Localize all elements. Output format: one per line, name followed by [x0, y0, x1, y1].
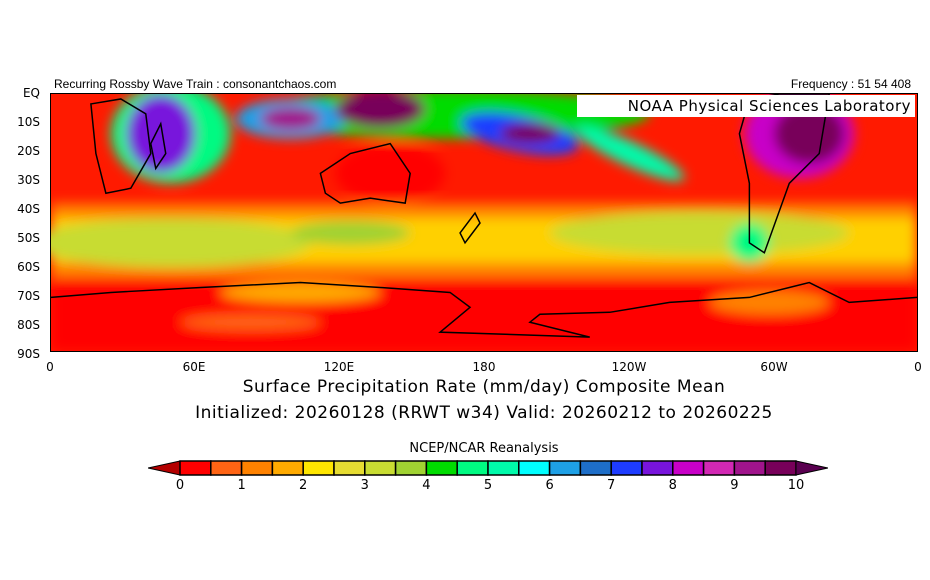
lon-label: 120W [611, 360, 647, 374]
colorbar-swatch [394, 460, 428, 476]
colorbar-over-triangle [795, 460, 828, 476]
colorbar-swatch [518, 460, 551, 476]
coastline-south-america [738, 94, 830, 254]
map-subtitle: Initialized: 20260128 (RRWT w34) Valid: … [195, 403, 773, 423]
colorbar-swatch [733, 460, 766, 476]
colorbar-label: 9 [730, 478, 739, 493]
colorbar-swatch [302, 460, 335, 476]
lat-label: 10S [17, 115, 40, 129]
colorbar-label: 7 [607, 478, 616, 493]
colorbar-swatch [641, 460, 674, 476]
colorbar-swatch [179, 460, 212, 476]
header-left: Recurring Rossby Wave Train : consonantc… [54, 77, 337, 91]
colorbar-swatch [333, 460, 366, 476]
lat-label: 30S [17, 173, 40, 187]
colorbar-label: 5 [483, 478, 493, 493]
colorbar-swatch [487, 460, 520, 476]
lat-label: 70S [17, 289, 40, 303]
coastline-antarctica [51, 281, 917, 338]
precipitation-map [50, 93, 918, 352]
colorbar-label: 6 [545, 478, 554, 493]
colorbar-swatch [579, 460, 612, 476]
colorbar-label: 0 [175, 478, 185, 493]
lon-label: 120E [323, 360, 355, 374]
lon-label: 0 [46, 360, 54, 374]
lon-label: 0 [914, 360, 922, 374]
lat-label: 20S [17, 144, 40, 158]
colorbar-swatch [672, 460, 705, 476]
coastline-madagascar [149, 121, 167, 171]
colorbar-label: 2 [299, 478, 308, 493]
colorbar-label: 4 [422, 478, 431, 493]
colorbar-swatch [425, 460, 458, 476]
colorbar-swatch [702, 460, 736, 476]
colorbar-swatch [364, 460, 397, 476]
colorbar-swatch [548, 460, 582, 476]
lon-label: 180 [472, 360, 496, 374]
lat-label: 80S [17, 318, 40, 332]
colorbar [148, 460, 828, 476]
colorbar-swatch [456, 460, 489, 476]
colorbar-swatch [764, 460, 797, 476]
lon-label: 60W [760, 360, 788, 374]
colorbar-source: NCEP/NCAR Reanalysis [409, 441, 559, 456]
lat-label: EQ [22, 86, 40, 100]
colorbar-label: 10 [787, 478, 805, 493]
colorbar-under-triangle [148, 460, 181, 476]
colorbar-swatch [610, 460, 643, 476]
lat-label: 50S [17, 231, 40, 245]
lon-label: 60E [182, 360, 206, 374]
coastline-africa [90, 98, 152, 195]
colorbar-label: 8 [668, 478, 677, 493]
colorbar-swatch [210, 460, 243, 476]
lat-label: 90S [17, 347, 40, 361]
lat-label: 40S [17, 202, 40, 216]
coastline-new-zealand [459, 211, 481, 245]
coastline-australia [319, 142, 411, 204]
header-right: Frequency : 51 54 408 [790, 77, 911, 91]
colorbar-label: 1 [237, 478, 246, 493]
colorbar-swatch [240, 460, 274, 476]
lat-label: 60S [17, 260, 40, 274]
map-title: Surface Precipitation Rate (mm/day) Comp… [242, 377, 726, 397]
colorbar-swatch [271, 460, 304, 476]
colorbar-label: 3 [360, 478, 369, 493]
credit-label: NOAA Physical Sciences Laboratory [577, 95, 915, 117]
